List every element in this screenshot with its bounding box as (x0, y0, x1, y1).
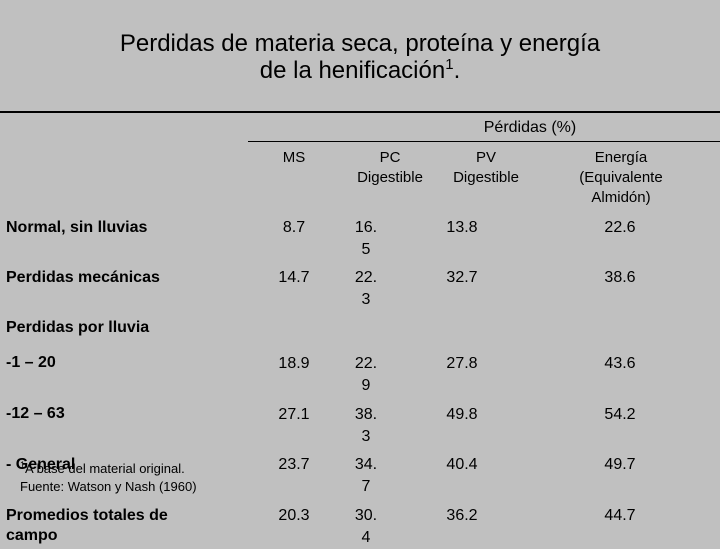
cell-mecanicas-energia: 38.6 (604, 269, 636, 286)
title-footnote-marker: 1 (445, 56, 454, 73)
row-label-general: - General (6, 456, 76, 473)
cell-12-63-energia: 54.2 (604, 406, 636, 423)
cell-12-63-pc: 38. 3 (343, 404, 389, 448)
cell-1-20-pc-b: 9 (361, 377, 371, 394)
cell-12-63-pv: 49.8 (446, 406, 478, 423)
cell-mecanicas-pv: 32.7 (446, 269, 478, 286)
row-label-12-63: -12 – 63 (6, 405, 65, 422)
row-label-promedios-line2: campo (6, 527, 58, 544)
cell-normal-ms: 8.7 (282, 219, 306, 236)
cell-normal-pc: 16. 5 (343, 217, 389, 261)
row-label-normal: Normal, sin lluvias (6, 219, 148, 236)
group-header-perdidas: Pérdidas (%) (483, 119, 577, 136)
row-label-1-20: -1 – 20 (6, 354, 56, 371)
col-header-pc-line1: PC (379, 149, 401, 166)
row-label-promedios: Promedios totales de campo (6, 506, 168, 546)
row-label-por-lluvia: Perdidas por lluvia (6, 319, 150, 336)
cell-1-20-energia: 43.6 (604, 355, 636, 372)
cell-1-20-ms: 18.9 (278, 355, 310, 372)
cell-promedios-pc-b: 4 (361, 529, 371, 546)
title-line-2: de la henificación1. (0, 57, 720, 84)
col-header-pc-line2: Digestible (357, 169, 423, 186)
cell-normal-energia: 22.6 (604, 219, 636, 236)
footnote-line-1: 1A base del material original. (20, 460, 197, 478)
col-header-pv-line2: Digestible (453, 169, 519, 186)
col-header-pv-line1: PV (475, 149, 496, 166)
title-line-1: Perdidas de materia seca, proteína y ene… (119, 30, 601, 57)
title-line-2-text: de la henificación (259, 57, 446, 84)
cell-general-ms: 23.7 (278, 456, 310, 473)
col-header-ms-text: MS (282, 149, 306, 166)
row-label-promedios-line1: Promedios totales de (6, 507, 168, 524)
row-label-mecanicas: Perdidas mecánicas (6, 269, 160, 286)
cell-12-63-ms: 27.1 (278, 406, 310, 423)
col-header-ms: MS (262, 148, 326, 168)
cell-1-20-pc: 22. 9 (343, 353, 389, 397)
cell-12-63-pc-b: 3 (361, 428, 371, 445)
col-header-pc: PC Digestible (340, 148, 440, 188)
col-header-energia-line1: Energía (594, 149, 648, 166)
col-header-energia: Energía (Equivalente Almidón) (560, 148, 682, 208)
cell-general-pc-a: 34. (354, 456, 378, 473)
footnote: 1A base del material original. Fuente: W… (20, 460, 197, 496)
slide-title: Perdidas de materia seca, proteína y ene… (0, 30, 720, 84)
footnote-line-2: Fuente: Watson y Nash (1960) (20, 479, 197, 494)
col-header-pv: PV Digestible (436, 148, 536, 188)
cell-general-pc: 34. 7 (343, 454, 389, 498)
col-header-energia-line3: Almidón) (591, 189, 651, 206)
cell-promedios-pv: 36.2 (446, 507, 478, 524)
cell-promedios-pc-a: 30. (354, 507, 378, 524)
group-header-rule (248, 141, 720, 142)
cell-general-pv: 40.4 (446, 456, 478, 473)
cell-mecanicas-pc-b: 3 (361, 291, 371, 308)
cell-promedios-pc: 30. 4 (343, 505, 389, 549)
cell-1-20-pv: 27.8 (446, 355, 478, 372)
cell-general-energia: 49.7 (604, 456, 636, 473)
cell-promedios-energia: 44.7 (604, 507, 636, 524)
cell-promedios-ms: 20.3 (278, 507, 310, 524)
cell-normal-pc-a: 16. (354, 219, 378, 236)
cell-mecanicas-pc-a: 22. (354, 269, 378, 286)
cell-mecanicas-ms: 14.7 (278, 269, 310, 286)
cell-mecanicas-pc: 22. 3 (343, 267, 389, 311)
cell-12-63-pc-a: 38. (354, 406, 378, 423)
top-rule (0, 111, 720, 113)
col-header-energia-line2: (Equivalente (579, 169, 663, 186)
footnote-marker: 1 (20, 460, 26, 470)
cell-general-pc-b: 7 (361, 478, 371, 495)
cell-normal-pv: 13.8 (446, 219, 478, 236)
cell-normal-pc-b: 5 (361, 241, 371, 258)
title-period: . (453, 57, 461, 84)
footnote-text-1: A base del material original. (25, 461, 185, 476)
cell-1-20-pc-a: 22. (354, 355, 378, 372)
